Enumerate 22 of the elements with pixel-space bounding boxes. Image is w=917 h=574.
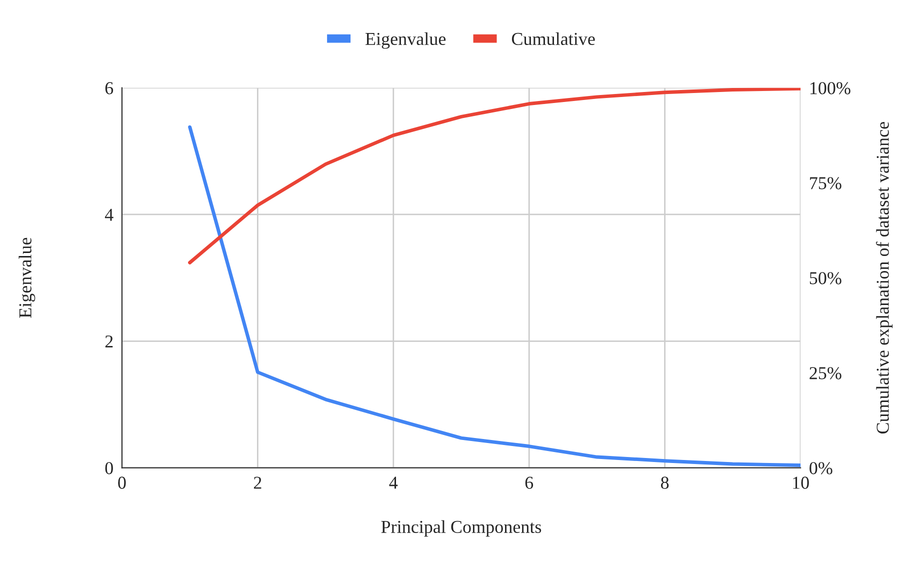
y-tick-label: 2 bbox=[105, 335, 113, 348]
y-axis-title: Eigenvalue bbox=[18, 238, 36, 318]
y-tick-label: 4 bbox=[104, 208, 114, 221]
y-tick-label: 6 bbox=[105, 82, 114, 94]
y-tick-label: 0 bbox=[105, 462, 113, 474]
y2-tick-label: 50% bbox=[810, 272, 842, 284]
x-tick-label: 4 bbox=[389, 476, 398, 489]
legend-label: Eigenvalue bbox=[365, 32, 446, 49]
line-series bbox=[188, 125, 801, 468]
line-series bbox=[188, 88, 801, 264]
x-tick-label: 0 bbox=[118, 476, 126, 489]
x-axis-title: Principal Components bbox=[381, 520, 542, 537]
y2-tick-label: 25% bbox=[810, 367, 842, 380]
y2-tick-label: 100% bbox=[810, 82, 850, 94]
x-tick-label: 8 bbox=[661, 476, 669, 489]
legend-label: Cumulative bbox=[512, 32, 595, 46]
y2-axis-title: Cumulative explanation of dataset variance bbox=[876, 122, 893, 434]
x-tick-label: 2 bbox=[254, 476, 262, 489]
y2-tick-label: 0% bbox=[810, 462, 832, 474]
x-tick-label: 10 bbox=[793, 476, 809, 489]
x-tick-label: 6 bbox=[525, 476, 534, 489]
y2-tick-label: 75% bbox=[810, 177, 842, 190]
